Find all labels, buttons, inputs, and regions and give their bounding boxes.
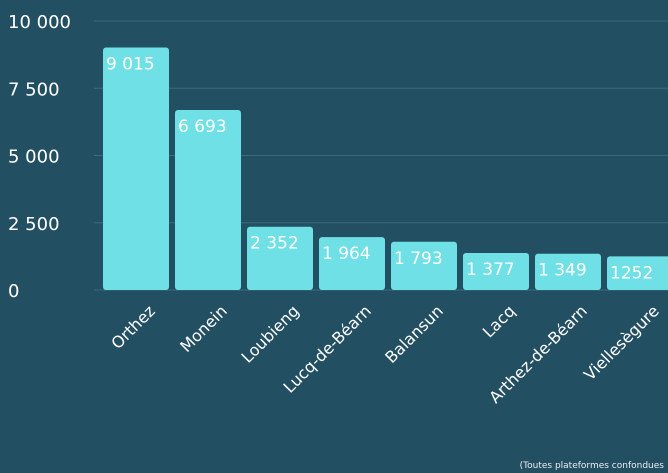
bar-value-label: 1 793 bbox=[394, 249, 443, 269]
bar-value-label: 6 693 bbox=[178, 117, 227, 137]
x-tick-label: Orthez bbox=[107, 301, 158, 352]
x-tick-label: Loubieng bbox=[238, 301, 303, 366]
y-tick-label: 7 500 bbox=[8, 79, 60, 100]
x-tick-label: Monein bbox=[176, 301, 231, 356]
y-tick-label: 2 500 bbox=[8, 214, 60, 235]
x-tick-label: Lacq bbox=[479, 301, 519, 341]
bar bbox=[607, 256, 668, 290]
bar bbox=[247, 226, 313, 290]
bar bbox=[175, 109, 241, 290]
bar-value-label: 1 377 bbox=[466, 260, 515, 280]
bar bbox=[319, 237, 385, 290]
bar-value-label: 2 352 bbox=[250, 234, 299, 254]
bar bbox=[391, 241, 457, 290]
bar-value-label: 1252 bbox=[610, 263, 653, 283]
y-tick-label: 10 000 bbox=[8, 12, 71, 33]
bar bbox=[535, 253, 601, 290]
bar-value-label: 9 015 bbox=[106, 54, 155, 74]
y-tick-label: 0 bbox=[8, 281, 19, 302]
bar bbox=[103, 47, 169, 291]
y-tick-label: 5 000 bbox=[8, 147, 60, 168]
bar-value-label: 1 349 bbox=[538, 261, 587, 281]
x-tick-label: Viellesègure bbox=[580, 301, 663, 384]
footnote: (Toutes plateformes confondues bbox=[519, 461, 664, 471]
bar-value-label: 1 964 bbox=[322, 244, 371, 264]
bar bbox=[463, 252, 529, 290]
x-tick-label: Balansun bbox=[381, 301, 447, 367]
